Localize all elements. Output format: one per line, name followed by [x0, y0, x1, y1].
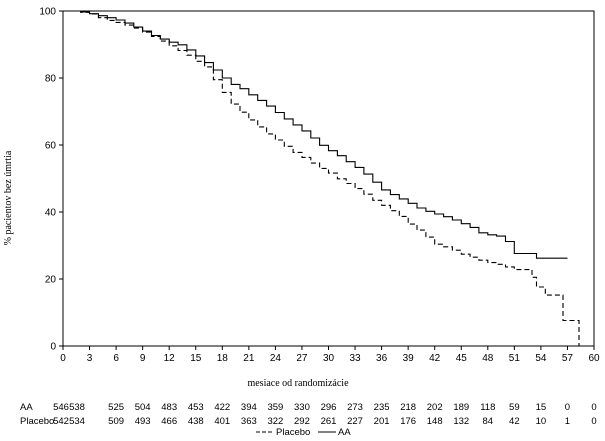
x-tick-label: 42: [429, 353, 441, 364]
y-tick-label: 80: [45, 74, 57, 85]
risk-value: 296: [321, 402, 337, 413]
risk-value: 546: [53, 402, 69, 413]
x-tick-label: 15: [190, 353, 202, 364]
number-at-risk-table: AA 546 538 525 504 483 453 422 394 359 330 296 273 23…: [20, 402, 597, 427]
y-tick-label: 20: [45, 275, 57, 286]
risk-value: 504: [135, 402, 151, 413]
risk-value: 189: [453, 402, 469, 413]
risk-value: 466: [161, 416, 177, 427]
risk-value: 394: [241, 402, 257, 413]
risk-value: 0: [591, 416, 596, 427]
risk-value: 0: [565, 402, 570, 413]
risk-value: 359: [267, 402, 283, 413]
x-tick-label: 30: [323, 353, 335, 364]
x-tick-label: 9: [140, 353, 146, 364]
risk-value: 0: [591, 402, 596, 413]
risk-value: 542: [53, 416, 69, 427]
risk-value: 363: [241, 416, 257, 427]
risk-value: 118: [480, 402, 495, 413]
risk-value: 235: [374, 402, 390, 413]
risk-value: 483: [161, 402, 177, 413]
x-tick-label: 12: [164, 353, 176, 364]
risk-value: 202: [427, 402, 443, 413]
risk-value: 273: [347, 402, 363, 413]
risk-value: 10: [536, 416, 547, 427]
risk-value: 176: [400, 416, 416, 427]
risk-value: 534: [69, 416, 85, 427]
risk-value: 201: [374, 416, 390, 427]
series-line-aa: [63, 10, 568, 259]
x-tick-label: 60: [588, 353, 600, 364]
risk-value: 292: [294, 416, 310, 427]
x-tick-label: 36: [376, 353, 388, 364]
x-tick-label: 45: [456, 353, 468, 364]
risk-value: 218: [400, 402, 416, 413]
risk-value: 422: [214, 402, 230, 413]
x-tick-label: 24: [270, 353, 282, 364]
y-tick-label: 60: [45, 141, 57, 152]
risk-value: 148: [427, 416, 443, 427]
axes-layer: 0 3 6 9 12 15 18 21 24 27 30 33 36 39 42 45 48 51 54 57 6002…: [39, 7, 600, 365]
risk-value: 1: [565, 416, 570, 427]
risk-value: 132: [453, 416, 469, 427]
legend: Placebo AA: [256, 427, 351, 438]
risk-value: 330: [294, 402, 310, 413]
y-tick-label: 40: [45, 208, 57, 219]
risk-value: 493: [135, 416, 151, 427]
series-layer: [63, 10, 580, 346]
y-tick-label: 0: [50, 342, 56, 353]
x-tick-label: 33: [349, 353, 361, 364]
x-tick-label: 3: [87, 353, 93, 364]
risk-value: 227: [347, 416, 363, 427]
x-tick-label: 0: [60, 353, 66, 364]
y-axis-title: % pacientov bez úmrtia: [3, 150, 14, 245]
risk-value: 84: [483, 416, 494, 427]
risk-value: 261: [321, 416, 337, 427]
y-tick-label: 100: [39, 7, 56, 18]
x-tick-label: 54: [535, 353, 547, 364]
x-tick-label: 39: [403, 353, 415, 364]
risk-value: 15: [536, 402, 547, 413]
legend-label: AA: [338, 427, 351, 438]
risk-value: 322: [267, 416, 283, 427]
risk-value: 42: [509, 416, 520, 427]
series-line-placebo: [63, 10, 580, 346]
x-axis-title: mesiace od randomizácie: [247, 378, 349, 389]
risk-value: 525: [108, 402, 124, 413]
x-tick-label: 18: [217, 353, 229, 364]
risk-value: 453: [188, 402, 204, 413]
risk-value: 438: [188, 416, 204, 427]
risk-row-label: AA: [20, 402, 33, 413]
x-tick-label: 48: [482, 353, 494, 364]
risk-value: 59: [509, 402, 520, 413]
risk-value: 509: [108, 416, 124, 427]
risk-value: 538: [69, 402, 85, 413]
risk-value: 401: [214, 416, 230, 427]
risk-row-label: Placebo: [20, 416, 54, 427]
x-tick-label: 6: [113, 353, 119, 364]
x-tick-label: 21: [243, 353, 255, 364]
x-tick-label: 57: [562, 353, 574, 364]
x-tick-label: 51: [509, 353, 521, 364]
legend-label: Placebo: [276, 427, 310, 438]
x-tick-label: 27: [296, 353, 308, 364]
